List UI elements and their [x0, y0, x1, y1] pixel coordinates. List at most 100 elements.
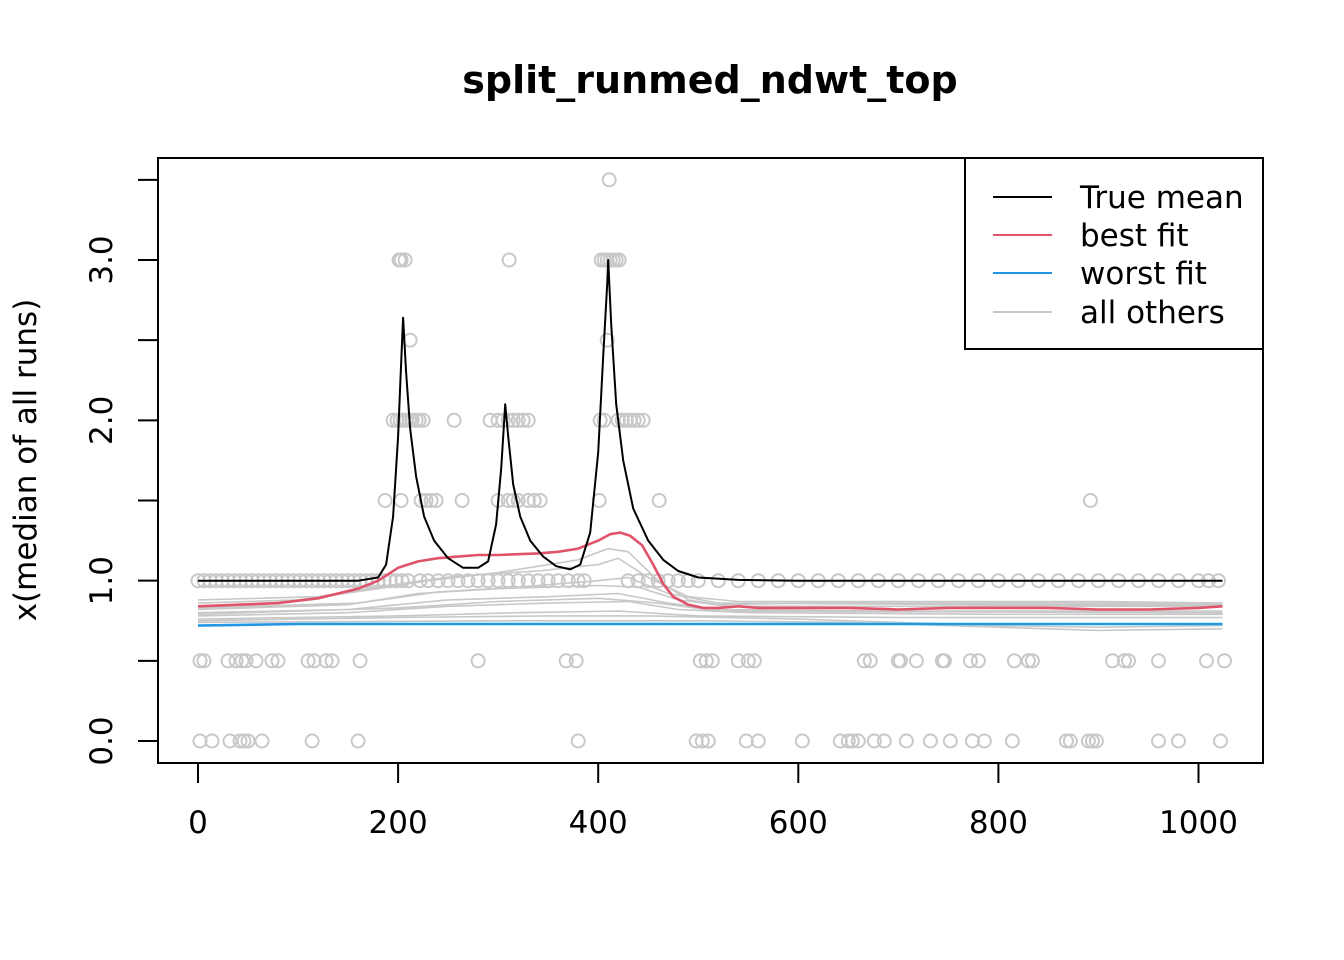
data-point	[1088, 733, 1104, 749]
data-point	[397, 252, 413, 268]
data-point	[530, 573, 546, 589]
other-runs-lines	[197, 547, 1223, 632]
data-point	[560, 573, 576, 589]
data-point	[440, 573, 456, 589]
other-run-line-5	[197, 610, 1223, 620]
data-point	[568, 653, 584, 669]
data-point	[1151, 653, 1166, 669]
data-point	[232, 733, 248, 749]
data-point	[377, 493, 393, 508]
data-point	[393, 493, 409, 508]
data-point	[550, 573, 566, 589]
data-point	[304, 733, 320, 749]
data-point	[236, 733, 252, 749]
data-point	[192, 653, 208, 669]
data-point	[300, 653, 316, 669]
data-point	[630, 573, 646, 589]
data-point	[520, 412, 536, 428]
data-point	[248, 653, 264, 669]
data-point	[1058, 733, 1074, 749]
data-point	[694, 733, 710, 749]
data-point	[620, 573, 636, 589]
data-point	[318, 653, 334, 669]
data-point	[394, 573, 410, 589]
data-point	[850, 733, 866, 749]
data-point	[501, 252, 517, 268]
data-point	[454, 493, 470, 508]
x-tick-label: 0	[188, 805, 208, 841]
legend: True mean best fit worst fit all others	[964, 157, 1264, 350]
data-point	[490, 573, 506, 589]
data-point	[936, 653, 952, 669]
data-point	[254, 733, 270, 749]
data-point	[750, 733, 766, 749]
data-point	[238, 653, 254, 669]
other-run-line-1	[197, 557, 1223, 604]
data-point	[640, 573, 656, 589]
data-point	[962, 653, 978, 669]
data-point	[862, 653, 878, 669]
data-point	[1082, 493, 1098, 508]
data-point	[520, 573, 536, 589]
data-point	[350, 733, 366, 749]
other-run-line-3	[197, 592, 1223, 614]
data-point	[324, 653, 340, 669]
y-tick-label: 0.0	[84, 716, 120, 765]
data-point	[412, 573, 428, 589]
data-point	[700, 733, 716, 749]
data-point	[500, 493, 516, 508]
data-point	[976, 733, 992, 749]
data-point	[1080, 733, 1096, 749]
x-tick-label: 200	[369, 805, 428, 841]
other-run-line-8	[197, 576, 1223, 609]
other-run-line-9	[197, 597, 1223, 616]
x-tick-label: 600	[769, 805, 828, 841]
data-point	[460, 573, 476, 589]
chart-title: split_runmed_ndwt_top	[462, 58, 957, 102]
data-point	[526, 493, 542, 508]
legend-box	[964, 157, 1264, 350]
other-run-line-7	[197, 620, 1223, 632]
data-point	[1062, 733, 1078, 749]
data-point	[500, 573, 516, 589]
data-point	[635, 412, 651, 428]
highlight-lines	[197, 259, 1223, 627]
y-axis: 0.0 1.0 2.0 3.0	[84, 178, 159, 766]
data-point	[576, 573, 592, 589]
legend-label-true-mean: True mean	[1079, 180, 1244, 216]
plot-area	[190, 172, 1232, 749]
data-point	[270, 653, 286, 669]
data-point	[428, 493, 444, 508]
data-point	[430, 573, 446, 589]
data-point	[352, 653, 368, 669]
legend-label-worst-fit: worst fit	[1080, 256, 1207, 292]
data-point	[570, 733, 586, 749]
y-axis-label: x(median of all runs)	[8, 299, 44, 622]
x-axis: 0 200 400 600 800 1000	[188, 762, 1238, 841]
data-point	[196, 653, 212, 669]
data-point	[1199, 653, 1214, 669]
data-point	[876, 733, 892, 749]
data-point	[393, 252, 409, 268]
data-point	[204, 733, 220, 749]
legend-label-best-fit: best fit	[1080, 218, 1189, 254]
other-run-line-0	[197, 547, 1223, 606]
x-tick-label: 400	[569, 805, 628, 841]
data-point	[704, 653, 720, 669]
data-point	[730, 653, 746, 669]
data-point	[415, 412, 431, 428]
data-point	[844, 733, 860, 749]
data-point	[898, 733, 914, 749]
data-point	[1020, 653, 1036, 669]
data-point	[411, 412, 427, 428]
data-point	[710, 573, 726, 589]
x-tick-label: 800	[969, 805, 1028, 841]
data-point	[532, 493, 548, 508]
data-point	[599, 332, 615, 348]
data-point	[670, 573, 686, 589]
data-point	[558, 653, 574, 669]
data-point	[1151, 733, 1166, 749]
data-point	[601, 172, 617, 188]
data-point	[856, 653, 872, 669]
